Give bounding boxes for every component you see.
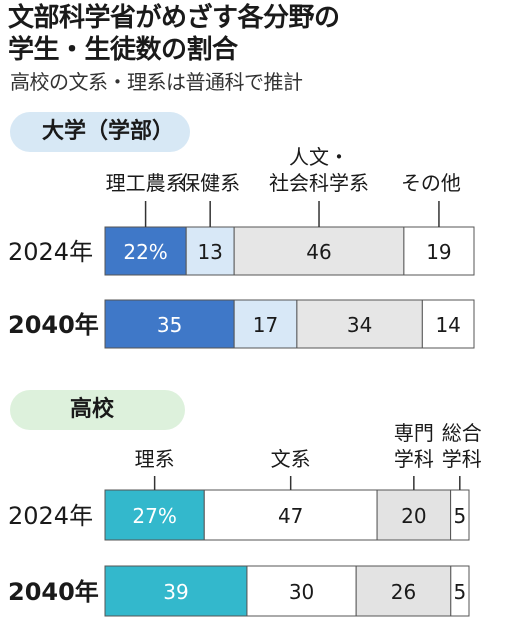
high-school-bar-label-1-0: 39 (163, 580, 188, 604)
high-school-bar-label-1-2: 26 (391, 580, 416, 604)
high-school-bar-1-0 (104, 565, 248, 617)
university-legend-label-1-0: 保健系 (180, 171, 240, 195)
high-school-legend-label-1-0: 文系 (271, 447, 311, 471)
university-bar-label-1-1: 17 (253, 313, 278, 337)
university-bar-1-0 (104, 299, 235, 349)
high-school-year-label-0: 2024年 (8, 502, 93, 530)
high-school-bar-label-0-1: 47 (278, 504, 303, 528)
university-bar-label-0-2: 46 (306, 240, 331, 264)
high-school-bar-label-0-2: 20 (401, 504, 426, 528)
university-bar-label-0-3: 19 (426, 240, 451, 264)
high-school-legend-label-3-0: 総合 (442, 421, 482, 445)
high-school-bar-0-1 (203, 489, 378, 541)
university-year-label-0: 2024年 (8, 238, 93, 266)
high-school-legend-label-2-0: 専門 (394, 421, 434, 445)
section-label-high-school: 高校 (10, 390, 185, 430)
chart-title-line-1: 文部科学省がめざす各分野の (8, 3, 340, 33)
high-school-year-label-1: 2040年 (8, 578, 99, 606)
university-legend-label-2-1: 社会科学系 (269, 171, 369, 195)
university-bar-label-0-1: 13 (197, 240, 222, 264)
university-legend-label-2-0: 人文・ (289, 145, 349, 169)
high-school-bar-0-0 (104, 489, 205, 541)
chart-subtitle: 高校の文系・理系は普通科で推計 (10, 70, 303, 94)
university-bar-label-1-3: 14 (435, 313, 460, 337)
high-school-bar-label-0-0: 27% (132, 504, 176, 528)
university-legend-label-3-0: その他 (401, 171, 461, 195)
university-year-label-1: 2040年 (8, 311, 99, 339)
high-school-bar-label-0-3: 5 (453, 504, 466, 528)
high-school-legend-label-2-1: 学科 (394, 447, 434, 471)
high-school-bar-0-2 (376, 489, 452, 541)
university-bar-label-1-2: 34 (347, 313, 372, 337)
section-label-university: 大学（学部） (10, 112, 190, 152)
university-legend-label-0-0: 理工農系 (106, 171, 186, 195)
university-bar-label-0-0: 22% (123, 240, 167, 264)
high-school-bar-1-3 (450, 565, 470, 617)
university-bar-1-3 (421, 299, 475, 349)
high-school-bar-1-2 (355, 565, 452, 617)
high-school-legend-label-0-0: 理系 (135, 447, 175, 471)
chart-title-line-2: 学生・生徒数の割合 (8, 35, 238, 65)
high-school-legend-label-3-1: 学科 (442, 447, 482, 471)
university-bar-label-1-0: 35 (157, 313, 182, 337)
university-bar-1-1 (233, 299, 298, 349)
high-school-bar-label-1-1: 30 (289, 580, 314, 604)
chart-title: 文部科学省がめざす各分野の 学生・生徒数の割合 (8, 2, 508, 66)
high-school-bar-label-1-3: 5 (454, 580, 467, 604)
